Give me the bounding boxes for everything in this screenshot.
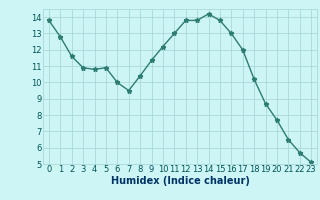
X-axis label: Humidex (Indice chaleur): Humidex (Indice chaleur) (111, 176, 249, 186)
